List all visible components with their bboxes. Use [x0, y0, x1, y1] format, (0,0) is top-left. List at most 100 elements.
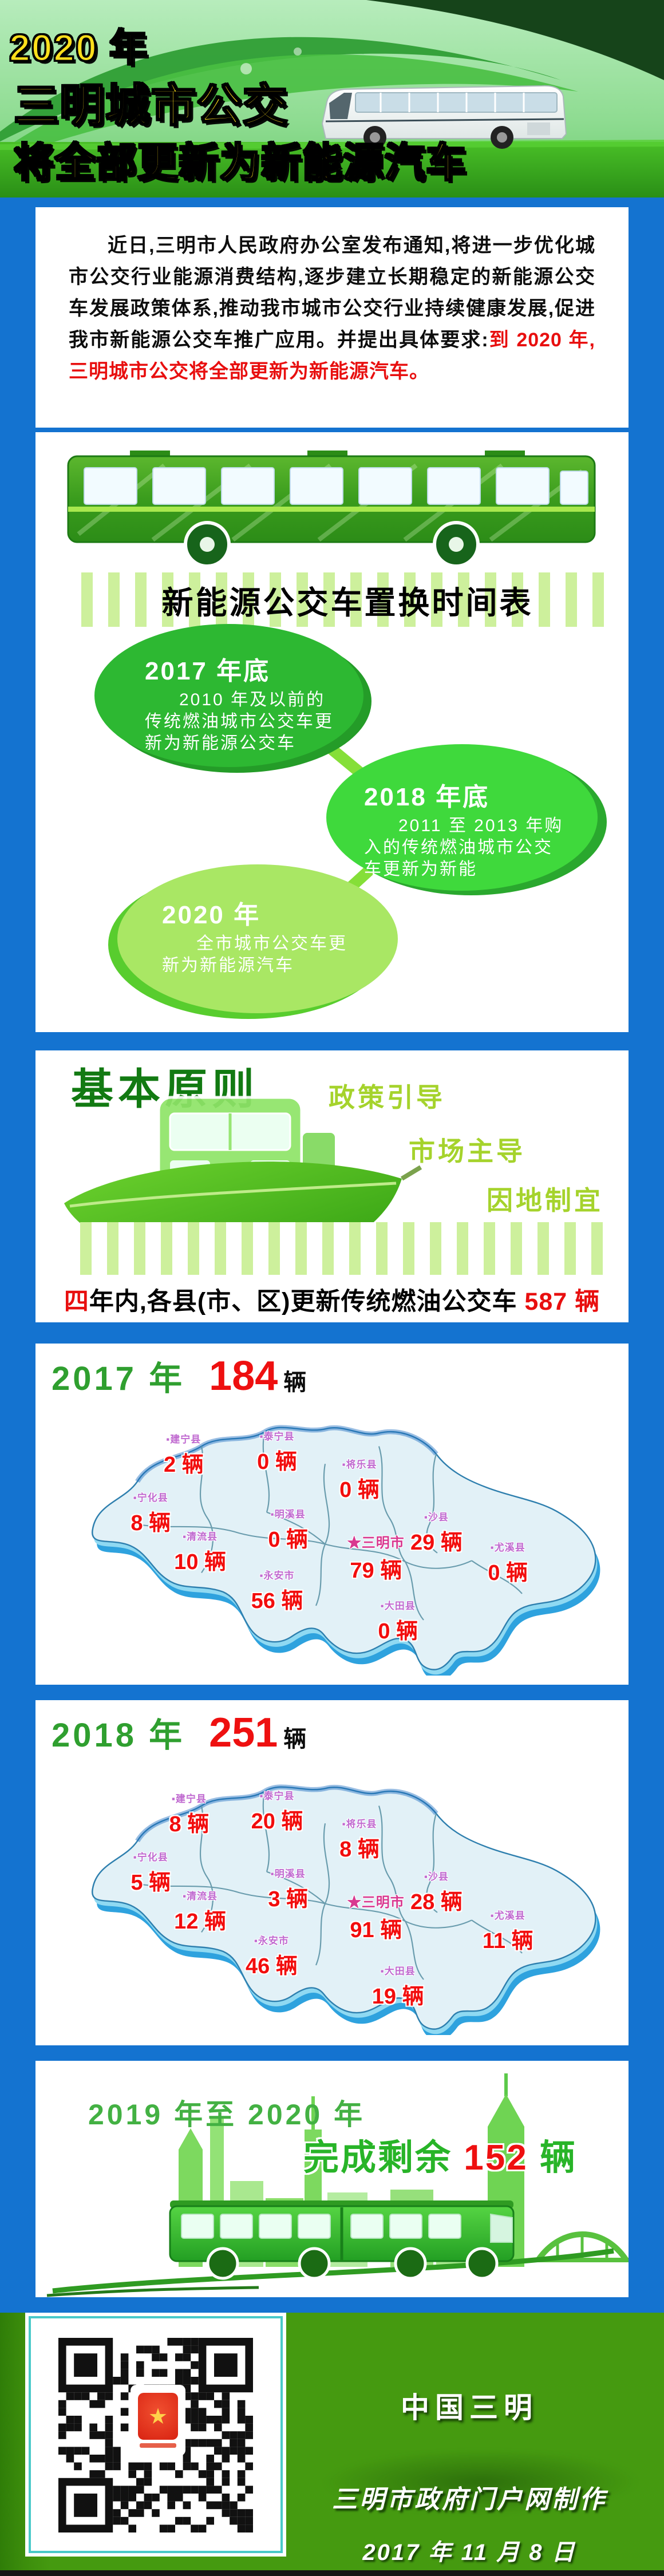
- bottom-strip: [0, 2570, 664, 2576]
- county-marker: ▪建宁县 2 辆: [164, 1431, 204, 1478]
- finale-remaining: 完成剩余 152 辆: [303, 2128, 577, 2180]
- header-art: [0, 0, 664, 197]
- county-value: 56 辆: [251, 1589, 303, 1613]
- county-value: 0 辆: [268, 1528, 309, 1552]
- county-label: ▪泰宁县: [259, 1791, 295, 1802]
- map-year-label: 2017 年: [52, 1360, 185, 1397]
- county-value: 0 辆: [257, 1450, 297, 1475]
- map-head: 2018 年 251 辆: [52, 1708, 306, 1756]
- county-label: ★三明市: [347, 1535, 405, 1551]
- county-value: 8 辆: [339, 1837, 380, 1862]
- map-head: 2017 年 184 辆: [52, 1352, 306, 1400]
- county-marker: ▪永安市 56 辆: [251, 1567, 303, 1614]
- county-value: 46 辆: [245, 1954, 298, 1978]
- county-value: 20 辆: [251, 1809, 303, 1834]
- county-label: ▪泰宁县: [259, 1431, 295, 1443]
- principles-summary: 四年内,各县(市、区)更新传统燃油公交车 587 辆: [35, 1282, 629, 1317]
- county-marker: ▪清流县 12 辆: [174, 1888, 226, 1935]
- county-label: ▪建宁县: [171, 1793, 207, 1805]
- dark-leaf-corner: [366, 0, 664, 80]
- poster-title-line1: 2020 年: [8, 26, 149, 70]
- footer-credit: 三明市政府门户网制作: [332, 2486, 607, 2514]
- timetable-title-band: 新能源公交车置换时间表: [81, 572, 614, 627]
- milestone-content: 2020 年 全市城市公交车更新为新能源汽车: [117, 864, 398, 977]
- map-card-2018: 2018 年 251 辆: [35, 1700, 629, 2045]
- sanming-map-2017: ▪建宁县 2 辆 ▪泰宁县 0 辆 ▪将乐县 0 辆 ▪宁化县 8 辆 ▪明溪县 0 辆 ▪沙县 29…: [57, 1398, 607, 1676]
- principles-stripe-band: [80, 1222, 614, 1275]
- county-marker: ▪尤溪县 11 辆: [483, 1907, 533, 1954]
- county-label: ▪大田县: [380, 1601, 416, 1612]
- county-value: 12 辆: [174, 1909, 227, 1934]
- county-marker: ▪清流县 10 辆: [174, 1528, 226, 1575]
- county-label: ▪宁化县: [133, 1492, 168, 1504]
- county-marker: ▪将乐县 0 辆: [339, 1456, 380, 1503]
- intro-text-red: 到 2020 年,三明城市公交将全部更新为新能源汽车。: [69, 329, 595, 382]
- county-marker: ▪建宁县 8 辆: [169, 1791, 210, 1838]
- principle-item-policy: 政策引导: [329, 1082, 445, 1112]
- intro-text-black: 近日,三明市人民政府办公室发布通知,将进一步优化城市公交行业能源消费结构,逐步建…: [69, 235, 595, 351]
- emblem-caption-bar: [140, 2443, 176, 2448]
- coach-bus-photo: [321, 85, 567, 149]
- county-value: 5 辆: [131, 1871, 171, 1895]
- county-value: 79 辆: [350, 1558, 402, 1583]
- poster-title-line2: 三明城市公交: [13, 80, 289, 132]
- county-marker: ★三明市 91 辆: [347, 1891, 405, 1943]
- county-value: 0 辆: [378, 1619, 418, 1644]
- county-marker: ▪将乐县 8 辆: [339, 1816, 380, 1863]
- map-total-unit: 辆: [283, 1370, 307, 1395]
- footer-brand: 中国三明: [401, 2392, 538, 2424]
- county-marker: ▪泰宁县 20 辆: [251, 1788, 303, 1835]
- county-label: ▪将乐县: [342, 1459, 377, 1470]
- county-marker: ▪沙县 28 辆: [410, 1868, 463, 1915]
- map-total-unit: 辆: [283, 1726, 307, 1752]
- footer-date: 2017 年 11 月 8 日: [362, 2540, 576, 2565]
- county-value: 3 辆: [268, 1887, 309, 1912]
- county-label: ▪沙县: [424, 1512, 449, 1523]
- county-label: ▪尤溪县: [490, 1542, 525, 1554]
- county-label: ▪清流县: [183, 1531, 218, 1542]
- county-marker: ▪永安市 46 辆: [246, 1933, 298, 1980]
- milestone-year: 2017 年底: [145, 657, 271, 685]
- milestone-desc: 全市城市公交车更新为新能源汽车: [162, 934, 347, 975]
- milestone-bubble-2018: 2018 年底 2011 至 2013 年购入的传统燃油城市公交车更新为新能: [326, 744, 598, 891]
- county-marker: ▪尤溪县 0 辆: [488, 1539, 528, 1586]
- milestone-bubble-2017: 2017 年底 2010 年及以前的传统燃油城市公交车更新为新能源公交车: [94, 624, 363, 767]
- milestone-year: 2020 年: [162, 901, 261, 929]
- county-value: 2 辆: [163, 1453, 204, 1477]
- county-value: 28 辆: [410, 1890, 463, 1914]
- county-label: ▪尤溪县: [490, 1910, 525, 1921]
- header-banner: 2020 年 三明城市公交 将全部更新为新能源汽车: [0, 0, 664, 197]
- county-label: ▪永安市: [254, 1935, 289, 1946]
- map-total-value: 184: [209, 1353, 278, 1399]
- leaf-bus-icon: [67, 451, 596, 568]
- county-label: ▪永安市: [259, 1570, 295, 1581]
- county-value: 8 辆: [169, 1812, 210, 1837]
- footer: ★ 中国三明 三明市政府门户网制作 2017 年 11 月 8 日: [0, 2313, 664, 2576]
- milestone-content: 2018 年底 2011 至 2013 年购入的传统燃油城市公交车更新为新能: [326, 744, 598, 880]
- county-label: ★三明市: [347, 1894, 405, 1910]
- summary-black: 年内,各县(市、区)更新传统燃油公交车: [89, 1288, 525, 1315]
- emblem-shield: ★: [138, 2393, 178, 2440]
- intro-paragraph: 近日,三明市人民政府办公室发布通知,将进一步优化城市公交行业能源消费结构,逐步建…: [35, 207, 629, 388]
- timetable-title: 新能源公交车置换时间表: [161, 584, 533, 621]
- county-value: 19 辆: [371, 1984, 424, 2009]
- county-marker: ▪宁化县 8 辆: [131, 1490, 171, 1536]
- sanming-map-2018: ▪建宁县 8 辆 ▪泰宁县 20 辆 ▪将乐县 8 辆 ▪宁化县 5 辆 ▪明溪县 3 辆 ▪沙县 2…: [57, 1757, 607, 2035]
- map-shape: [91, 1425, 600, 1676]
- county-marker: ★三明市 79 辆: [347, 1531, 405, 1584]
- map-card-2017: 2017 年 184 辆: [35, 1344, 629, 1685]
- county-label: ▪沙县: [424, 1871, 449, 1882]
- county-value: 0 辆: [488, 1561, 528, 1586]
- finale-card: 2019 年至 2020 年 完成剩余 152 辆: [35, 2061, 629, 2297]
- county-label: ▪清流县: [183, 1890, 218, 1902]
- principle-item-local: 因地制宜: [487, 1186, 603, 1215]
- county-marker: ▪大田县 0 辆: [378, 1598, 418, 1645]
- principles-card: 基本原则 政策引导 市场主导 因地制宜 四年内,各县(市、区)更新传统燃油公交车…: [35, 1050, 629, 1322]
- city-skyline-art: [46, 2073, 629, 2297]
- finale-unit: 辆: [528, 2138, 577, 2178]
- county-value: 10 辆: [174, 1550, 227, 1574]
- green-bus-icon: [169, 2200, 515, 2280]
- milestone-bubble-2020: 2020 年 全市城市公交车更新为新能源汽车: [117, 864, 398, 1013]
- milestone-year: 2018 年底: [364, 783, 490, 811]
- county-marker: ▪泰宁县 0 辆: [257, 1428, 297, 1475]
